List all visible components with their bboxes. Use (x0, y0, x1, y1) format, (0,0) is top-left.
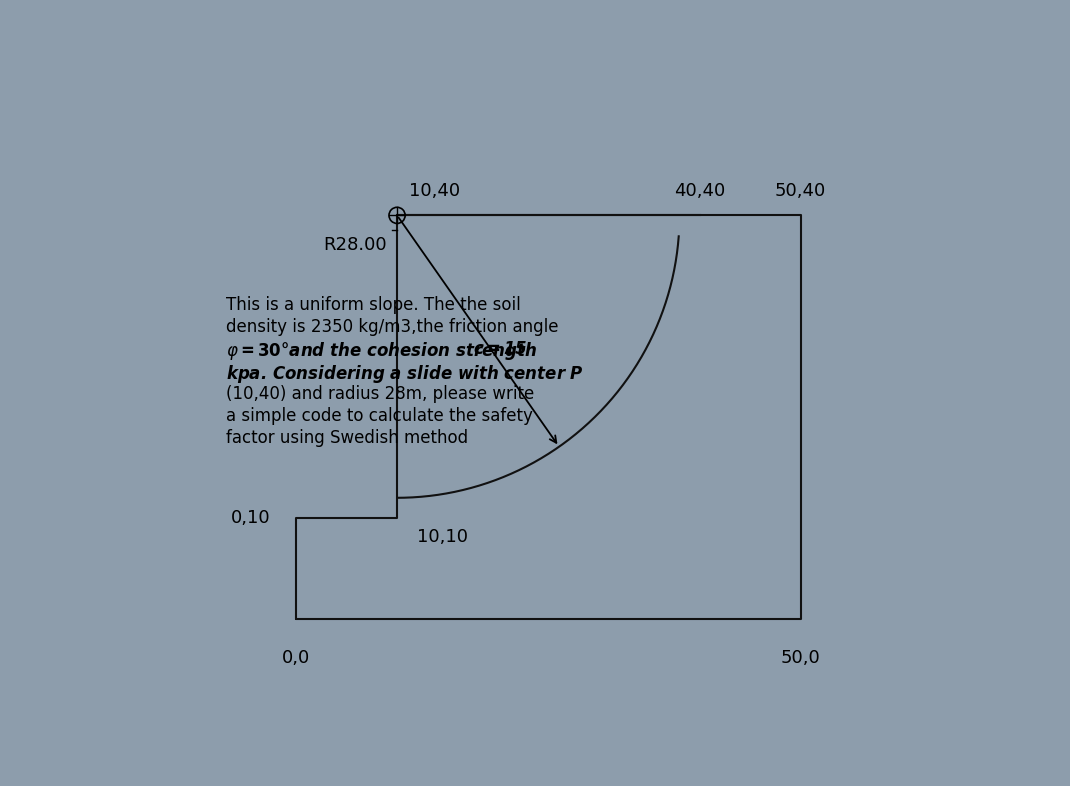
Text: factor using Swedish method: factor using Swedish method (226, 429, 468, 447)
Text: R28.00: R28.00 (323, 236, 387, 254)
Text: This is a uniform slope. The the soil: This is a uniform slope. The the soil (226, 296, 520, 314)
Text: 10,10: 10,10 (417, 528, 469, 546)
Text: $\bfit{c=15}$: $\bfit{c=15}$ (473, 340, 528, 358)
Text: 50,0: 50,0 (781, 649, 821, 667)
Text: 50,40: 50,40 (775, 182, 826, 200)
Text: 10,40: 10,40 (409, 182, 460, 200)
Text: a simple code to calculate the safety: a simple code to calculate the safety (226, 407, 533, 425)
Text: 0,0: 0,0 (282, 649, 310, 667)
Text: $\varphi\mathbf{=30}$°and the cohesion strength: $\varphi\mathbf{=30}$°and the cohesion s… (226, 340, 538, 362)
Text: 40,40: 40,40 (674, 182, 725, 200)
Text: 0,10: 0,10 (231, 509, 271, 527)
Text: (10,40) and radius 28m, please write: (10,40) and radius 28m, please write (226, 385, 534, 403)
Text: density is 2350 kg/m3,the friction angle: density is 2350 kg/m3,the friction angle (226, 318, 559, 336)
Text: $\bfit{kpa}$. Considering a slide with center P: $\bfit{kpa}$. Considering a slide with c… (226, 362, 583, 384)
